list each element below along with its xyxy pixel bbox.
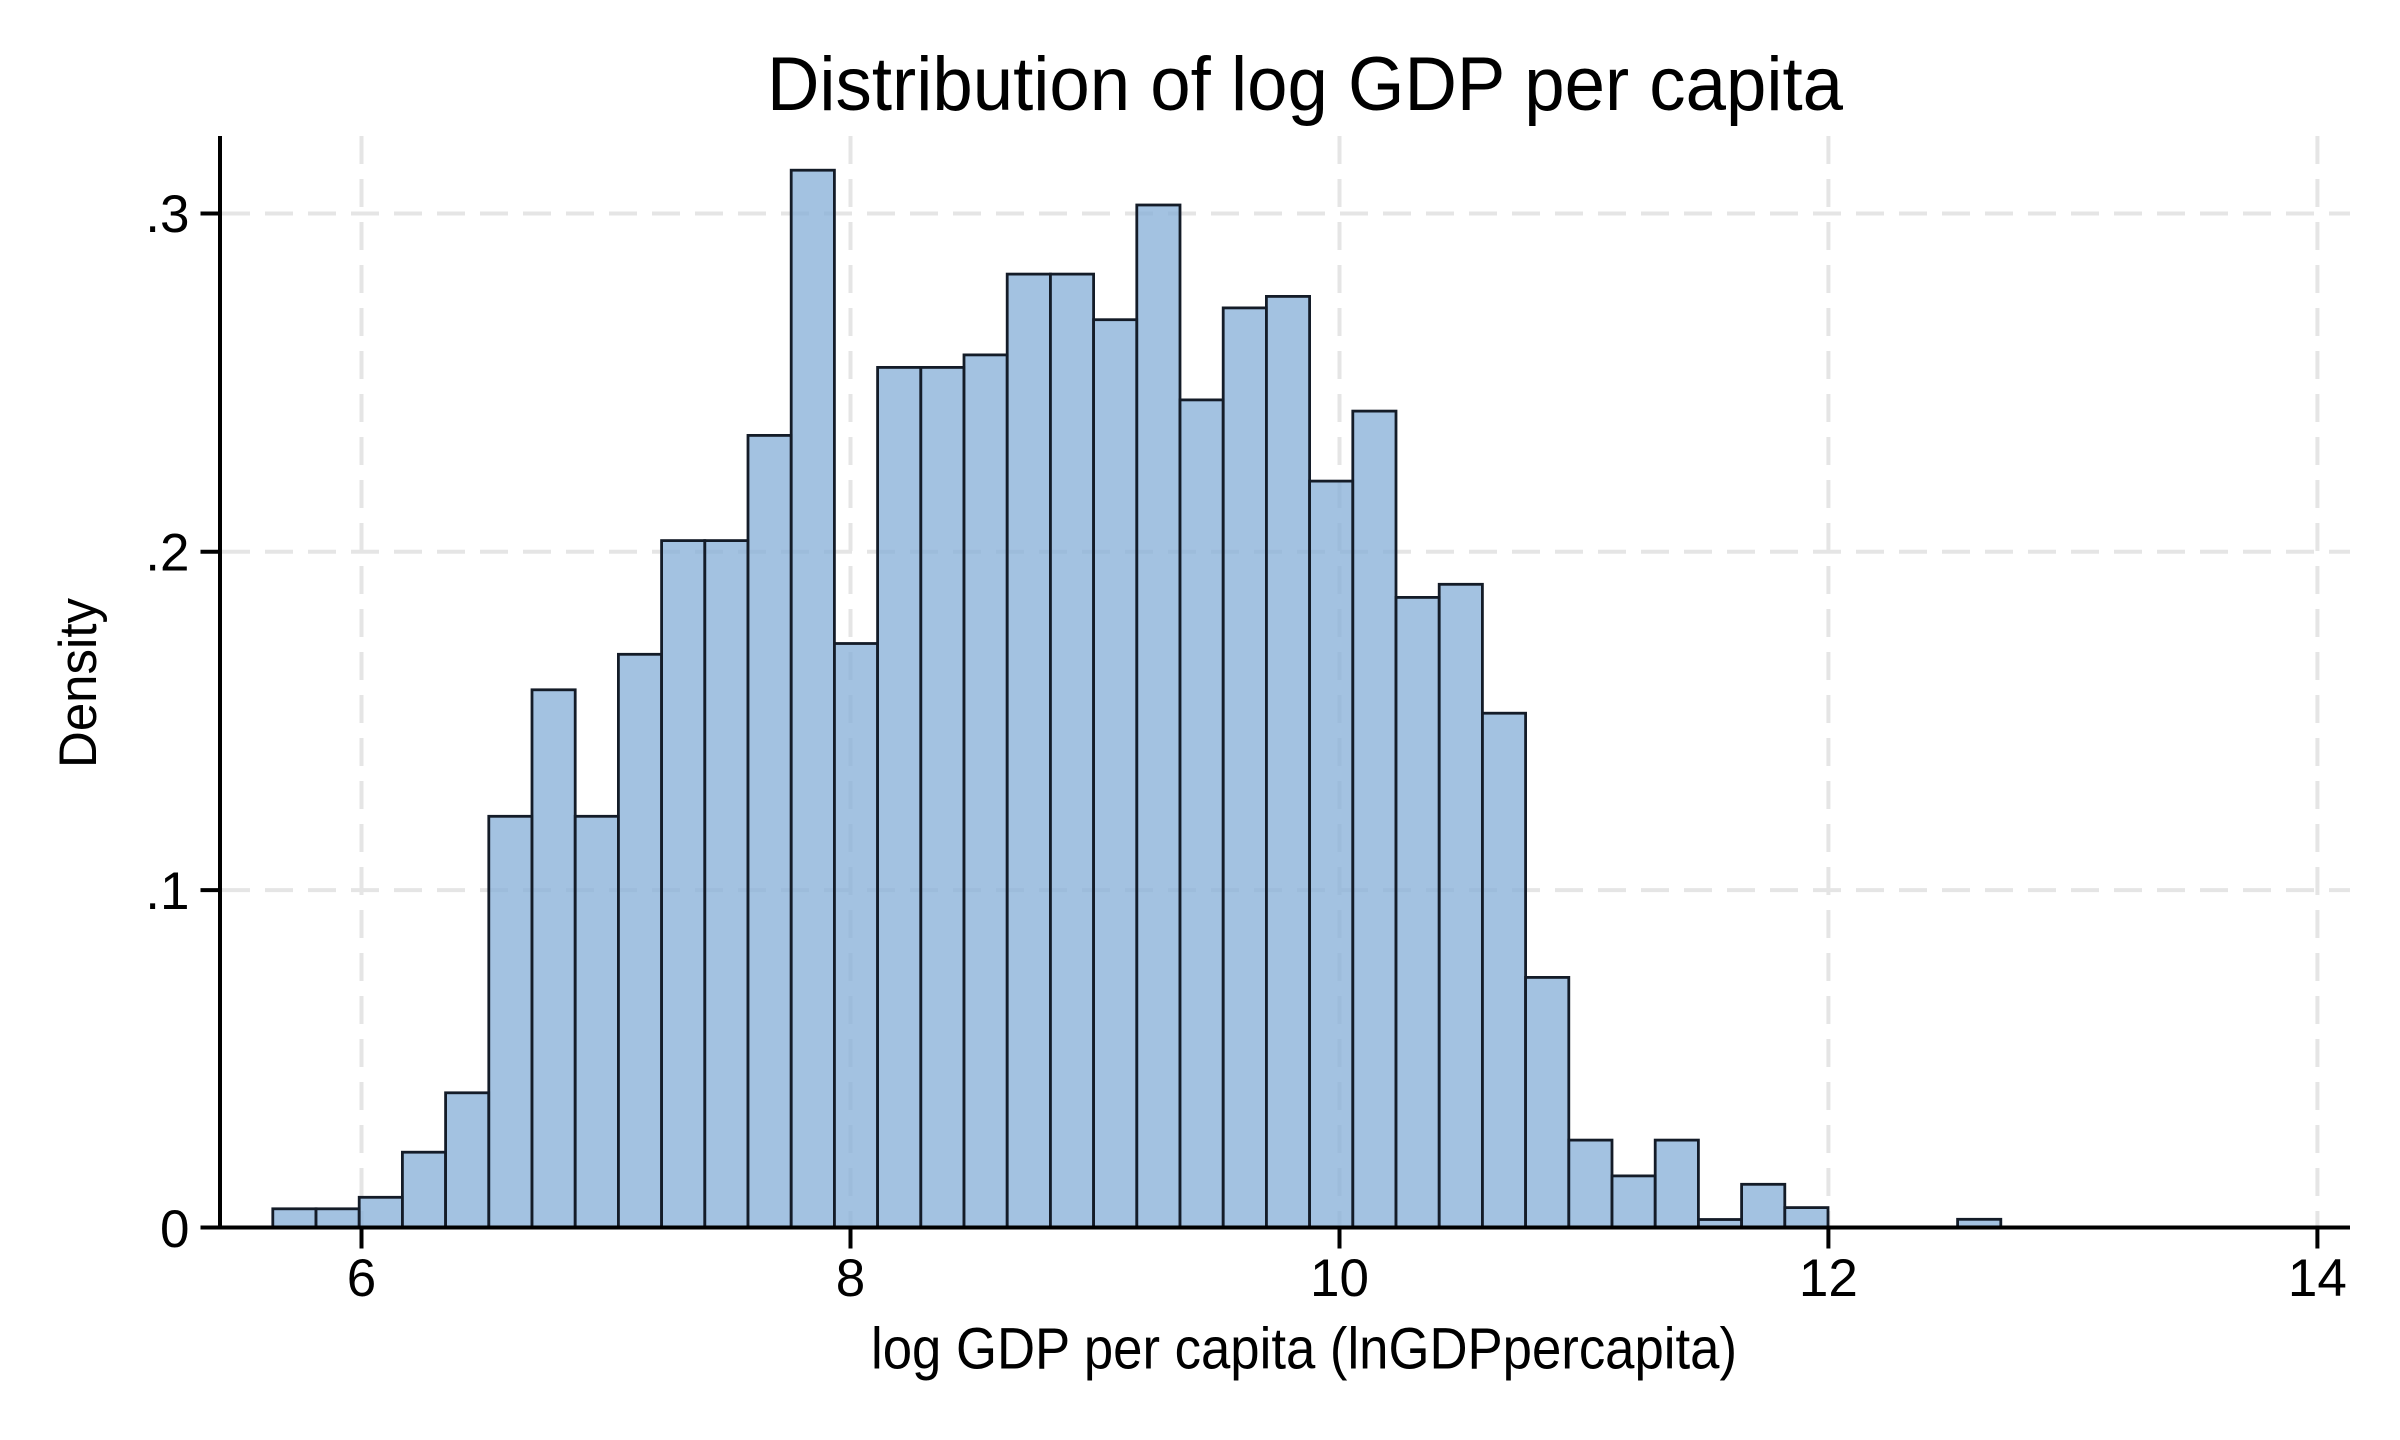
svg-text:8: 8 bbox=[836, 1249, 865, 1308]
svg-text:6: 6 bbox=[347, 1249, 376, 1308]
svg-text:0: 0 bbox=[160, 1200, 189, 1259]
svg-text:.2: .2 bbox=[145, 524, 189, 583]
svg-text:12: 12 bbox=[1799, 1249, 1858, 1308]
svg-text:.1: .1 bbox=[145, 862, 189, 921]
svg-text:log GDP per capita (lnGDPperca: log GDP per capita (lnGDPpercapita) bbox=[871, 1317, 1737, 1382]
svg-text:.3: .3 bbox=[145, 185, 189, 244]
svg-text:10: 10 bbox=[1310, 1249, 1369, 1308]
svg-text:Density: Density bbox=[49, 598, 108, 768]
svg-text:14: 14 bbox=[2288, 1249, 2347, 1308]
svg-text:Distribution of log GDP per ca: Distribution of log GDP per capita bbox=[767, 42, 1844, 127]
